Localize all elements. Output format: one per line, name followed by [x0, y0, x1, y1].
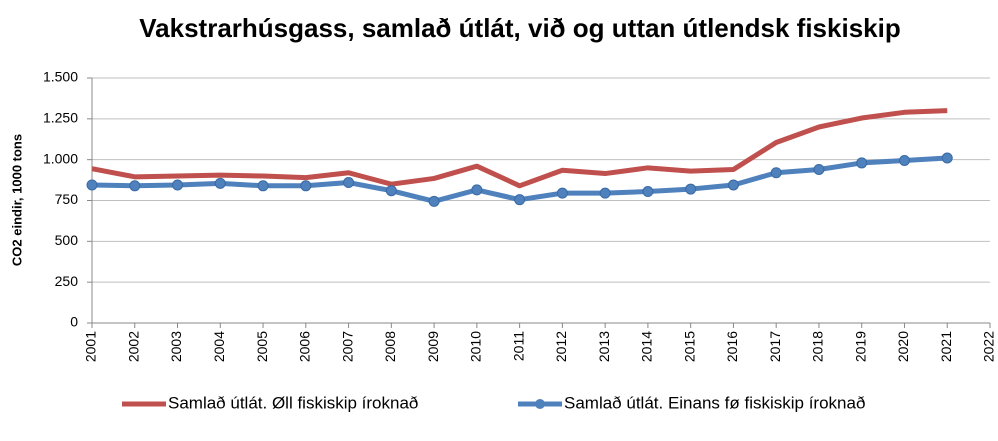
point	[471, 184, 483, 196]
y-tick-label: 0	[70, 314, 78, 330]
x-tick-label: 2020	[895, 331, 911, 362]
x-tick-label: 2004	[211, 331, 227, 362]
point	[129, 180, 141, 192]
point	[685, 183, 697, 195]
series-line	[91, 108, 948, 189]
point	[257, 180, 269, 192]
point	[385, 185, 397, 197]
x-tick-label: 2019	[852, 331, 868, 362]
x-tick-label: 2005	[254, 331, 270, 362]
point	[514, 194, 526, 206]
point	[214, 177, 226, 189]
point	[172, 179, 184, 191]
x-tick-label: 2008	[382, 331, 398, 362]
y-tick-label: 1.000	[43, 150, 78, 166]
legend-label: Samlað útlát. Einans fø fiskiskip írokna…	[564, 393, 865, 412]
y-tick-label: 250	[55, 273, 79, 289]
y-tick-label: 1.500	[43, 69, 78, 85]
legend-marker	[535, 399, 545, 409]
y-tick-label: 1.250	[43, 110, 78, 126]
x-tick-label: 2011	[510, 331, 526, 361]
legend-label: Samlað útlát. Øll fiskiskip íroknað	[168, 393, 418, 412]
x-tick-label: 2017	[767, 331, 783, 362]
x-tick-label: 2013	[596, 331, 612, 362]
x-tick-label: 2003	[168, 331, 184, 362]
point	[300, 180, 312, 192]
point	[599, 187, 611, 199]
x-tick-label: 2012	[553, 331, 569, 362]
x-tick-label: 2014	[639, 331, 655, 362]
x-tick-label: 2001	[83, 331, 99, 362]
x-tick-label: 2009	[425, 331, 441, 362]
x-tick-label: 2021	[938, 331, 954, 362]
point	[770, 167, 782, 179]
point	[856, 157, 868, 169]
x-tick-label: 2022	[981, 331, 997, 362]
x-tick-label: 2015	[681, 331, 697, 362]
point	[642, 186, 654, 198]
point	[343, 177, 355, 189]
point	[813, 163, 825, 175]
point	[428, 195, 440, 207]
point	[898, 154, 910, 166]
y-axis-label: CO2 eindir, 1000 tons	[9, 134, 24, 266]
x-tick-label: 2010	[468, 331, 484, 362]
x-tick-label: 2006	[297, 331, 313, 362]
point	[941, 152, 953, 164]
x-tick-label: 2007	[339, 331, 355, 362]
y-tick-label: 500	[55, 232, 79, 248]
y-tick-label: 750	[55, 191, 79, 207]
x-tick-label: 2016	[724, 331, 740, 362]
x-tick-label: 2018	[810, 331, 826, 362]
point	[86, 179, 98, 191]
chart-title: Vakstrarhúsgass, samlað útlát, við og ut…	[139, 13, 900, 43]
point	[556, 187, 568, 199]
point	[727, 179, 739, 191]
x-tick-label: 2002	[125, 331, 141, 362]
